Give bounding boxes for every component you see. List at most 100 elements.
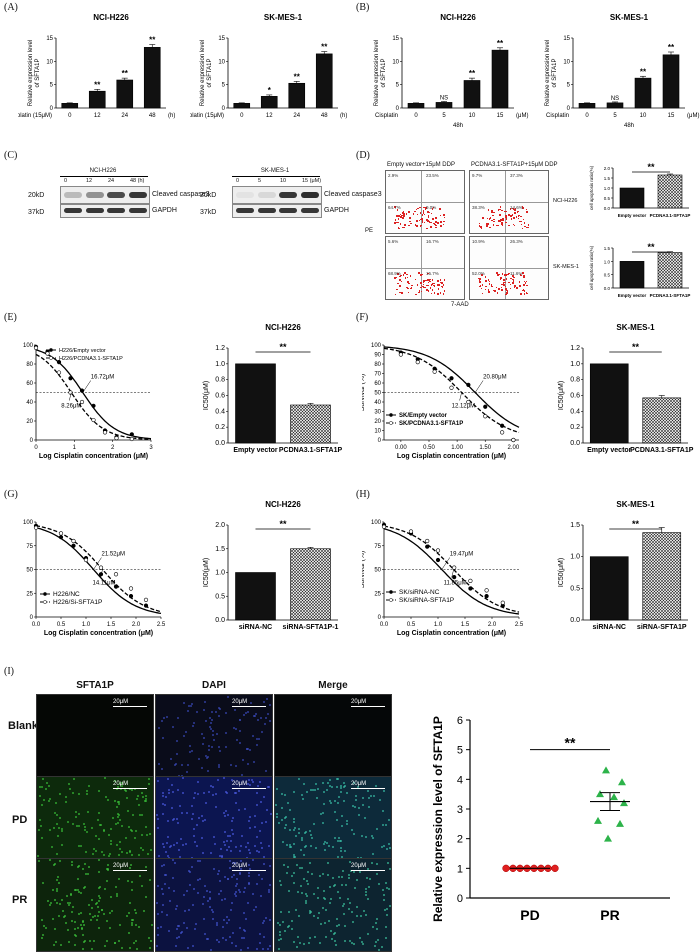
- event-dot: [499, 206, 502, 208]
- cell-dot: [223, 897, 226, 900]
- x-tick-label: 15: [668, 113, 675, 119]
- x-unit-label: (μM): [516, 113, 528, 119]
- cell-dot: [183, 922, 186, 925]
- cell-dot: [55, 889, 58, 892]
- cell-dot: [157, 818, 160, 821]
- cell-dot: [211, 786, 214, 789]
- cell-dot: [107, 798, 110, 801]
- y-tick-label: 10: [46, 59, 53, 65]
- cell-dot: [187, 704, 190, 707]
- event-dot: [428, 280, 431, 282]
- cell-dot: [156, 945, 159, 948]
- x-tick-label: 12: [94, 113, 101, 119]
- cell-dot: [39, 785, 42, 788]
- cell-dot: [161, 795, 164, 798]
- event-dot: [494, 290, 496, 292]
- cell-dot: [343, 912, 346, 915]
- cell-dot: [229, 834, 232, 837]
- event-dot: [415, 293, 417, 296]
- cell-dot: [297, 935, 300, 938]
- data-point: [452, 565, 457, 570]
- cell-dot: [38, 859, 41, 862]
- cell-dot: [305, 844, 308, 847]
- cell-dot: [56, 902, 59, 905]
- event-dot: [419, 206, 421, 209]
- y-tick-label: 10: [218, 59, 225, 65]
- event-dot: [431, 283, 434, 285]
- cell-dot: [228, 867, 231, 870]
- y-tick-label: 15: [392, 36, 399, 42]
- cell-dot: [278, 923, 281, 926]
- cell-dot: [77, 877, 80, 880]
- event-dot: [493, 211, 495, 214]
- x-unit-label: (h): [340, 113, 347, 119]
- cell-dot: [335, 778, 338, 781]
- quadrant-percent: 26.3%: [510, 239, 523, 244]
- cell-dot: [177, 849, 180, 852]
- data-point: [432, 369, 437, 374]
- cell-dot: [367, 796, 370, 799]
- legend-marker: [49, 348, 53, 352]
- y-tick-label: 0.8: [215, 377, 225, 384]
- cell-dot: [55, 888, 58, 891]
- cell-dot: [198, 877, 201, 880]
- bar: [235, 363, 276, 444]
- cell-dot: [102, 853, 105, 856]
- cell-dot: [130, 888, 133, 891]
- panel-label-h: (H): [356, 489, 370, 500]
- event-dot: [509, 283, 512, 286]
- cell-dot: [361, 834, 364, 837]
- event-dot: [516, 211, 519, 213]
- event-dot: [426, 289, 428, 292]
- event-dot: [410, 286, 413, 289]
- cell-dot: [52, 864, 55, 867]
- cell-dot: [329, 778, 332, 781]
- event-dot: [422, 285, 424, 288]
- cell-dot: [75, 816, 78, 819]
- cell-dot: [210, 722, 213, 725]
- event-dot: [492, 224, 495, 226]
- western-blot-h226: NCI-H226 0 12 24 48 (h) 20kD 37kD Cleaved c…: [28, 168, 210, 248]
- cell-dot: [240, 860, 243, 863]
- y-axis-label: Survival (%): [362, 551, 366, 589]
- cell-dot: [91, 899, 94, 902]
- cell-dot: [43, 925, 46, 928]
- data-point: [435, 557, 441, 563]
- x-axis-label: Cisplatin: [546, 113, 569, 119]
- cell-dot: [128, 825, 131, 828]
- cell-dot: [337, 778, 340, 781]
- cell-dot: [158, 854, 161, 857]
- event-dot: [515, 216, 518, 218]
- cell-dot: [323, 790, 326, 793]
- cell-dot: [253, 760, 256, 763]
- cell-dot: [279, 931, 282, 934]
- cell-dot: [79, 911, 82, 914]
- panel-label-b: (B): [356, 2, 370, 13]
- cell-dot: [385, 881, 388, 884]
- x-tick-label: 0: [585, 113, 589, 119]
- event-dot: [418, 272, 420, 274]
- cell-dot: [326, 874, 329, 877]
- cell-dot: [105, 940, 108, 943]
- event-dot: [431, 279, 434, 281]
- cell-dot: [202, 895, 205, 898]
- facs-col1-title: Empty vector+15μM DDP: [387, 162, 455, 168]
- event-dot: [400, 280, 403, 283]
- event-dot: [514, 208, 516, 210]
- event-dot: [433, 282, 436, 285]
- fit-curve: [383, 528, 520, 615]
- event-dot: [427, 290, 430, 292]
- cell-dot: [117, 877, 120, 880]
- cell-dot: [361, 796, 364, 799]
- cell-dot: [324, 935, 327, 938]
- significance-mark: **: [294, 72, 301, 81]
- cell-dot: [179, 837, 182, 840]
- y-tick-label: 1.5: [570, 522, 580, 529]
- x-tick-label: 1.50: [479, 445, 491, 451]
- band-spot: [257, 192, 276, 198]
- cell-dot: [247, 820, 250, 823]
- cell-dot: [90, 947, 93, 950]
- cell-dot: [157, 913, 160, 916]
